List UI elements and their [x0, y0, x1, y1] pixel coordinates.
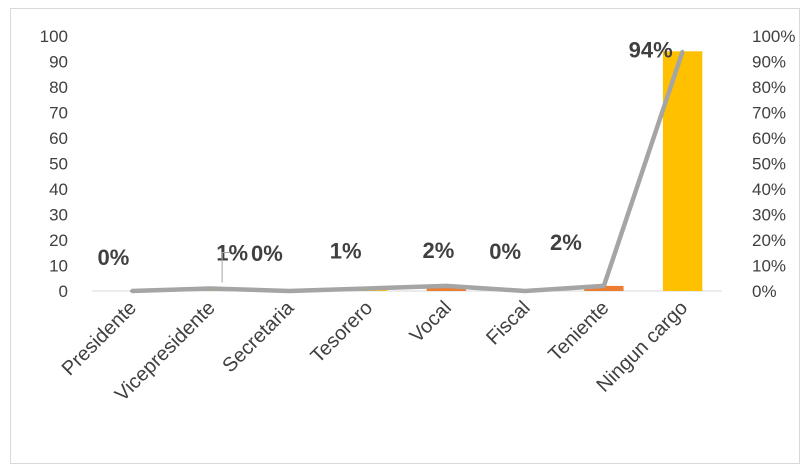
line-point — [444, 284, 448, 288]
right-tick-label: 100% — [752, 27, 795, 46]
left-tick-label: 100 — [40, 27, 68, 46]
bar — [426, 285, 467, 291]
left-tick-label: 10 — [49, 257, 68, 276]
data-label: 94% — [629, 37, 673, 62]
bar — [584, 285, 624, 291]
right-tick-label: 60% — [752, 129, 786, 148]
category-label: Fiscal — [482, 297, 534, 349]
left-tick-label: 40 — [49, 180, 68, 199]
right-tick-label: 0% — [752, 282, 777, 301]
category-label: Secretaria — [218, 296, 299, 377]
line-point — [208, 286, 212, 290]
category-label: Tesorero — [307, 297, 378, 368]
line-point — [681, 49, 685, 53]
line-point — [129, 289, 133, 293]
right-tick-label: 30% — [752, 206, 786, 225]
data-labels: 0% 1% 0% 1% 2% 0% 2%94% — [97, 37, 673, 283]
right-tick-label: 20% — [752, 231, 786, 250]
left-tick-label: 80 — [49, 78, 68, 97]
label-leader-line — [221, 251, 231, 283]
right-axis: 0% 10% 20% 30% 40% 50% 60% 70% 80% 90% 100% — [752, 27, 795, 301]
left-tick-label: 20 — [49, 231, 68, 250]
left-tick-label: 60 — [49, 129, 68, 148]
line-point — [287, 289, 291, 293]
data-label: 0% — [251, 241, 283, 266]
category-label: Teniente — [544, 297, 613, 366]
right-tick-label: 80% — [752, 78, 786, 97]
category-label: Vocal — [406, 297, 456, 347]
data-label: 0% — [489, 239, 521, 264]
line-point — [602, 284, 606, 288]
line-point — [366, 286, 370, 290]
right-tick-label: 10% — [752, 257, 786, 276]
line-series — [129, 49, 685, 294]
line-point — [523, 289, 527, 293]
data-label: 2% — [422, 238, 454, 263]
left-axis: 0 10 20 30 40 50 60 70 80 90 100 — [40, 27, 68, 301]
right-tick-label: 70% — [752, 104, 786, 123]
right-tick-label: 50% — [752, 155, 786, 174]
left-tick-label: 90 — [49, 53, 68, 72]
right-tick-label: 90% — [752, 53, 786, 72]
right-tick-label: 40% — [752, 180, 786, 199]
data-label: 2% — [550, 230, 582, 255]
line-path — [131, 50, 685, 294]
data-label: 1% — [330, 238, 362, 263]
left-tick-label: 70 — [49, 104, 68, 123]
left-tick-label: 0 — [59, 282, 68, 301]
data-label: 1% — [216, 240, 248, 265]
data-label: 0% — [97, 245, 129, 270]
left-tick-label: 50 — [49, 155, 68, 174]
left-tick-label: 30 — [49, 206, 68, 225]
category-label: Presidente — [58, 297, 141, 380]
